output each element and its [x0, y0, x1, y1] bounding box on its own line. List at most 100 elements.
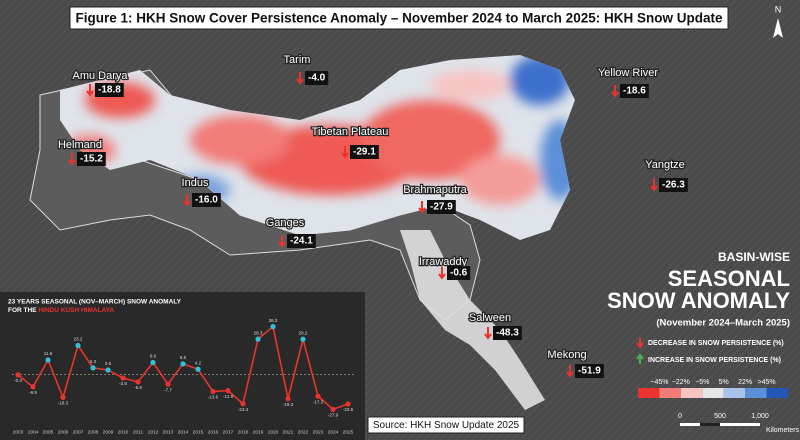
anomaly-label: -9.9 [29, 390, 37, 395]
basin-name: Indus [182, 177, 209, 189]
anomaly-point [105, 367, 111, 373]
anomaly-label: 28.3 [254, 330, 263, 335]
decrease-arrow [68, 153, 76, 166]
panel-line: SEASONAL [668, 266, 790, 291]
decrease-arrow [611, 85, 619, 98]
decrease-arrow [183, 194, 191, 207]
inset-title: FOR THE HINDU KUSH HIMALAYA [8, 307, 114, 314]
basin-name: Ganges [266, 217, 305, 229]
anomaly-point [270, 324, 276, 330]
panel-line: BASIN-WISE [718, 250, 790, 264]
basin-name: Tibetan Plateau [312, 126, 389, 138]
scale-bar-label: 0 [678, 413, 682, 420]
anomaly-point [195, 366, 201, 372]
color-swatch [638, 388, 660, 398]
anomaly-point [15, 372, 21, 378]
decrease-arrow [418, 201, 426, 214]
anomaly-point [45, 357, 51, 363]
anomaly-point [240, 401, 246, 407]
legend: DECREASE IN SNOW PERSISTENCE (%) INCREAS… [636, 338, 784, 364]
source-box [367, 416, 525, 434]
basin-value: -27.9 [430, 202, 453, 213]
basin-value-box [620, 84, 649, 98]
anomaly-label: 3.6 [105, 361, 112, 366]
anomaly-point [345, 401, 351, 407]
side-panel: BASIN-WISE SEASONAL SNOW ANOMALY (Novemb… [607, 250, 790, 328]
basin-name: Yellow River [598, 67, 658, 79]
basin-value-box [427, 200, 456, 214]
panel-period: (November 2024–March 2025) [656, 318, 790, 329]
basin-name: Salween [469, 312, 511, 324]
year-label: 2008 [88, 429, 99, 435]
color-scale-label: −5% [695, 379, 709, 386]
year-label: 2023 [313, 429, 324, 435]
decrease-arrow [278, 235, 286, 248]
basin-value-box [575, 364, 604, 378]
legend-decrease: DECREASE IN SNOW PERSISTENCE (%) [648, 340, 784, 347]
year-label: 2011 [133, 429, 144, 435]
anomaly-point [120, 375, 126, 381]
color-scale-label: 5% [719, 379, 729, 386]
basin-value: -18.8 [98, 85, 121, 96]
basin-value: -26.3 [662, 180, 685, 191]
year-label: 2015 [193, 429, 204, 435]
source: Source: HKH Snow Update 2025 [373, 420, 520, 431]
color-scale: −45% −22% −5% 5% 22% >45% [638, 379, 788, 398]
anomaly-label: -12.9 [223, 394, 234, 399]
southeast-basins [400, 230, 545, 410]
year-label: 2012 [148, 429, 159, 435]
year-label: 2014 [178, 429, 189, 435]
basin-value: -24.1 [290, 236, 313, 247]
basin-value: -18.6 [623, 86, 646, 97]
basin-value-box [77, 152, 106, 166]
anomaly-label: 38.3 [269, 318, 278, 323]
basin-value-box [493, 326, 522, 340]
basin-value-box [350, 145, 379, 159]
year-label: 2020 [268, 429, 279, 435]
color-swatch [680, 388, 703, 398]
color-swatch [702, 388, 724, 398]
decrease-arrow [484, 327, 492, 340]
scale-bar-segment [700, 423, 720, 426]
anomaly-point [135, 379, 141, 385]
basin-value: -48.3 [496, 328, 519, 339]
color-swatch [659, 388, 681, 398]
year-label: 2013 [163, 429, 174, 435]
anomaly-point [180, 361, 186, 367]
decrease-arrow [650, 179, 658, 192]
anomaly-label: -19.3 [283, 402, 294, 407]
color-scale-label: −45% [650, 379, 668, 386]
anomaly-point [285, 396, 291, 402]
year-label: 2022 [298, 429, 309, 435]
year-label: 2019 [253, 429, 264, 435]
anomaly-label: -5.9 [134, 385, 142, 390]
basin-value-box [447, 266, 471, 280]
anomaly-point [300, 336, 306, 342]
color-scale-label: −22% [672, 379, 690, 386]
title-box [69, 6, 729, 30]
decrease-arrow [86, 84, 94, 97]
decrease-arrow [438, 267, 446, 280]
anomaly-label: 23.2 [74, 337, 83, 342]
anomaly-label: 28.2 [299, 330, 308, 335]
anomaly-label: 4.2 [195, 360, 202, 365]
year-label: 2009 [103, 429, 114, 435]
basin-value-box [287, 234, 316, 248]
year-label: 2025 [343, 429, 354, 435]
year-label: 2005 [43, 429, 54, 435]
anomaly-point [165, 381, 171, 387]
anomaly-point [150, 359, 156, 366]
anomaly-point [30, 384, 36, 390]
year-label: 2021 [283, 429, 294, 435]
year-label: 2024 [328, 429, 339, 435]
color-swatch [745, 388, 767, 398]
year-label: 2007 [73, 429, 84, 435]
color-swatch [723, 388, 746, 398]
scale-bar-unit: Kilometers [766, 427, 800, 434]
anomaly-label: -17.3 [313, 399, 324, 404]
scale-bar-label: 500 [714, 413, 726, 420]
anomaly-label: -23.6 [343, 407, 354, 412]
year-label: 2006 [58, 429, 69, 435]
anomaly-label: 9.6 [150, 354, 157, 359]
